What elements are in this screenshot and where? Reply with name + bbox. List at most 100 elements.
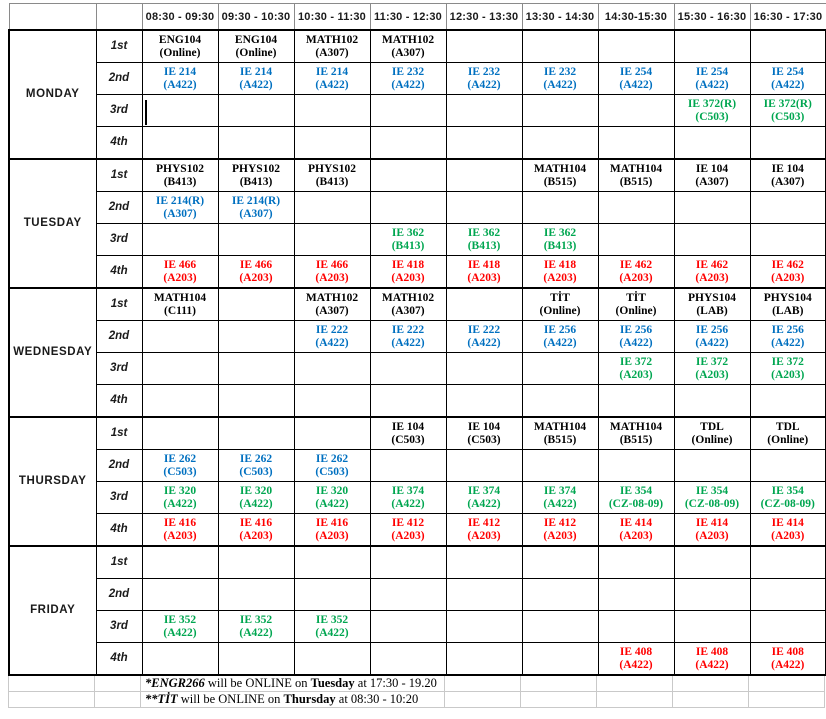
schedule-cell[interactable] bbox=[597, 29, 675, 63]
schedule-cell[interactable]: IE 232 (A422) bbox=[521, 62, 599, 95]
schedule-cell[interactable] bbox=[293, 126, 371, 160]
schedule-cell[interactable] bbox=[217, 578, 295, 611]
schedule-cell[interactable] bbox=[445, 384, 523, 418]
schedule-cell[interactable] bbox=[749, 126, 826, 160]
schedule-cell[interactable] bbox=[445, 578, 523, 611]
time-slot-header[interactable]: 10:30 - 11:30 bbox=[293, 3, 371, 31]
time-slot-header[interactable]: 16:30 - 17:30 bbox=[749, 3, 826, 31]
schedule-cell[interactable] bbox=[521, 352, 599, 385]
schedule-cell[interactable]: IE 462 (A203) bbox=[673, 255, 751, 289]
schedule-cell[interactable] bbox=[597, 610, 675, 643]
schedule-cell[interactable]: IE 412 (A203) bbox=[445, 513, 523, 547]
schedule-cell[interactable] bbox=[445, 94, 523, 127]
schedule-cell[interactable] bbox=[521, 610, 599, 643]
period-label[interactable]: 3rd bbox=[95, 481, 143, 514]
schedule-cell[interactable] bbox=[445, 610, 523, 643]
schedule-cell[interactable]: IE 462 (A203) bbox=[749, 255, 826, 289]
schedule-cell[interactable] bbox=[141, 384, 219, 418]
schedule-cell[interactable]: PHYS102 (B413) bbox=[141, 158, 219, 192]
schedule-cell[interactable]: IE 104 (A307) bbox=[673, 158, 751, 192]
schedule-cell[interactable]: IE 222 (A422) bbox=[293, 320, 371, 353]
schedule-cell[interactable] bbox=[293, 94, 371, 127]
schedule-cell[interactable]: IE 222 (A422) bbox=[445, 320, 523, 353]
schedule-cell[interactable]: IE 214 (A422) bbox=[141, 62, 219, 95]
schedule-cell[interactable]: IE 362 (B413) bbox=[369, 223, 447, 256]
schedule-cell[interactable] bbox=[521, 94, 599, 127]
period-label[interactable]: 3rd bbox=[95, 223, 143, 256]
schedule-cell[interactable]: PHYS104 (LAB) bbox=[673, 287, 751, 321]
schedule-cell[interactable]: IE 256 (A422) bbox=[597, 320, 675, 353]
schedule-cell[interactable]: IE 262 (C503) bbox=[217, 449, 295, 482]
schedule-cell[interactable] bbox=[749, 223, 826, 256]
schedule-cell[interactable] bbox=[673, 578, 751, 611]
schedule-cell[interactable]: MATH104 (B515) bbox=[521, 158, 599, 192]
schedule-cell[interactable]: IE 352 (A422) bbox=[293, 610, 371, 643]
schedule-cell[interactable]: IE 254 (A422) bbox=[673, 62, 751, 95]
schedule-cell[interactable]: TDL (Online) bbox=[749, 416, 826, 450]
schedule-cell[interactable] bbox=[217, 642, 295, 676]
schedule-cell[interactable] bbox=[749, 449, 826, 482]
schedule-cell[interactable]: TİT (Online) bbox=[597, 287, 675, 321]
schedule-cell[interactable] bbox=[445, 352, 523, 385]
schedule-cell[interactable] bbox=[369, 352, 447, 385]
period-label[interactable]: 1st bbox=[95, 545, 143, 579]
schedule-cell[interactable]: IE 214 (A422) bbox=[217, 62, 295, 95]
schedule-cell[interactable] bbox=[369, 94, 447, 127]
schedule-cell[interactable]: IE 354 (CZ-08-09) bbox=[597, 481, 675, 514]
schedule-cell[interactable]: IE 466 (A203) bbox=[141, 255, 219, 289]
schedule-cell[interactable]: IE 408 (A422) bbox=[673, 642, 751, 676]
schedule-cell[interactable] bbox=[673, 449, 751, 482]
schedule-cell[interactable]: IE 408 (A422) bbox=[749, 642, 826, 676]
schedule-cell[interactable] bbox=[293, 416, 371, 450]
schedule-cell[interactable]: IE 256 (A422) bbox=[749, 320, 826, 353]
schedule-cell[interactable] bbox=[369, 642, 447, 676]
period-label[interactable]: 2nd bbox=[95, 578, 143, 611]
schedule-cell[interactable] bbox=[521, 29, 599, 63]
schedule-cell[interactable] bbox=[673, 223, 751, 256]
schedule-cell[interactable]: MATH104 (C111) bbox=[141, 287, 219, 321]
header-corner-day[interactable] bbox=[8, 3, 97, 31]
schedule-cell[interactable] bbox=[445, 642, 523, 676]
schedule-cell[interactable]: IE 256 (A422) bbox=[673, 320, 751, 353]
schedule-cell[interactable]: IE 262 (C503) bbox=[141, 449, 219, 482]
time-slot-header[interactable]: 13:30 - 14:30 bbox=[521, 3, 599, 31]
day-label[interactable]: MONDAY bbox=[8, 29, 97, 160]
period-label[interactable]: 2nd bbox=[95, 62, 143, 95]
schedule-cell[interactable] bbox=[597, 94, 675, 127]
schedule-cell[interactable] bbox=[141, 578, 219, 611]
schedule-cell[interactable]: IE 262 (C503) bbox=[293, 449, 371, 482]
schedule-cell[interactable] bbox=[217, 94, 295, 127]
time-slot-header[interactable]: 08:30 - 09:30 bbox=[141, 3, 219, 31]
schedule-cell[interactable]: IE 320 (A422) bbox=[217, 481, 295, 514]
schedule-cell[interactable] bbox=[369, 449, 447, 482]
period-label[interactable]: 1st bbox=[95, 287, 143, 321]
schedule-cell[interactable] bbox=[141, 223, 219, 256]
schedule-cell[interactable]: IE 104 (C503) bbox=[445, 416, 523, 450]
schedule-cell[interactable] bbox=[673, 191, 751, 224]
schedule-cell[interactable]: IE 412 (A203) bbox=[369, 513, 447, 547]
period-label[interactable]: 1st bbox=[95, 29, 143, 63]
schedule-cell[interactable]: IE 416 (A203) bbox=[293, 513, 371, 547]
schedule-cell[interactable]: IE 414 (A203) bbox=[673, 513, 751, 547]
schedule-cell[interactable]: PHYS102 (B413) bbox=[293, 158, 371, 192]
schedule-cell[interactable]: IE 418 (A203) bbox=[445, 255, 523, 289]
schedule-cell[interactable] bbox=[141, 94, 219, 127]
schedule-cell[interactable]: IE 104 (C503) bbox=[369, 416, 447, 450]
note-tit[interactable]: **TİT will be ONLINE on Thursday at 08:3… bbox=[141, 692, 445, 708]
schedule-cell[interactable] bbox=[217, 320, 295, 353]
schedule-cell[interactable]: MATH102 (A307) bbox=[293, 29, 371, 63]
period-label[interactable]: 4th bbox=[95, 384, 143, 418]
schedule-cell[interactable] bbox=[141, 352, 219, 385]
schedule-cell[interactable] bbox=[369, 191, 447, 224]
schedule-cell[interactable] bbox=[597, 578, 675, 611]
schedule-cell[interactable]: IE 462 (A203) bbox=[597, 255, 675, 289]
time-slot-header[interactable]: 15:30 - 16:30 bbox=[673, 3, 751, 31]
schedule-cell[interactable] bbox=[445, 287, 523, 321]
schedule-cell[interactable] bbox=[445, 126, 523, 160]
schedule-cell[interactable]: IE 466 (A203) bbox=[217, 255, 295, 289]
schedule-cell[interactable] bbox=[445, 449, 523, 482]
schedule-cell[interactable] bbox=[369, 578, 447, 611]
schedule-cell[interactable]: PHYS102 (B413) bbox=[217, 158, 295, 192]
schedule-cell[interactable] bbox=[293, 578, 371, 611]
period-label[interactable]: 3rd bbox=[95, 352, 143, 385]
